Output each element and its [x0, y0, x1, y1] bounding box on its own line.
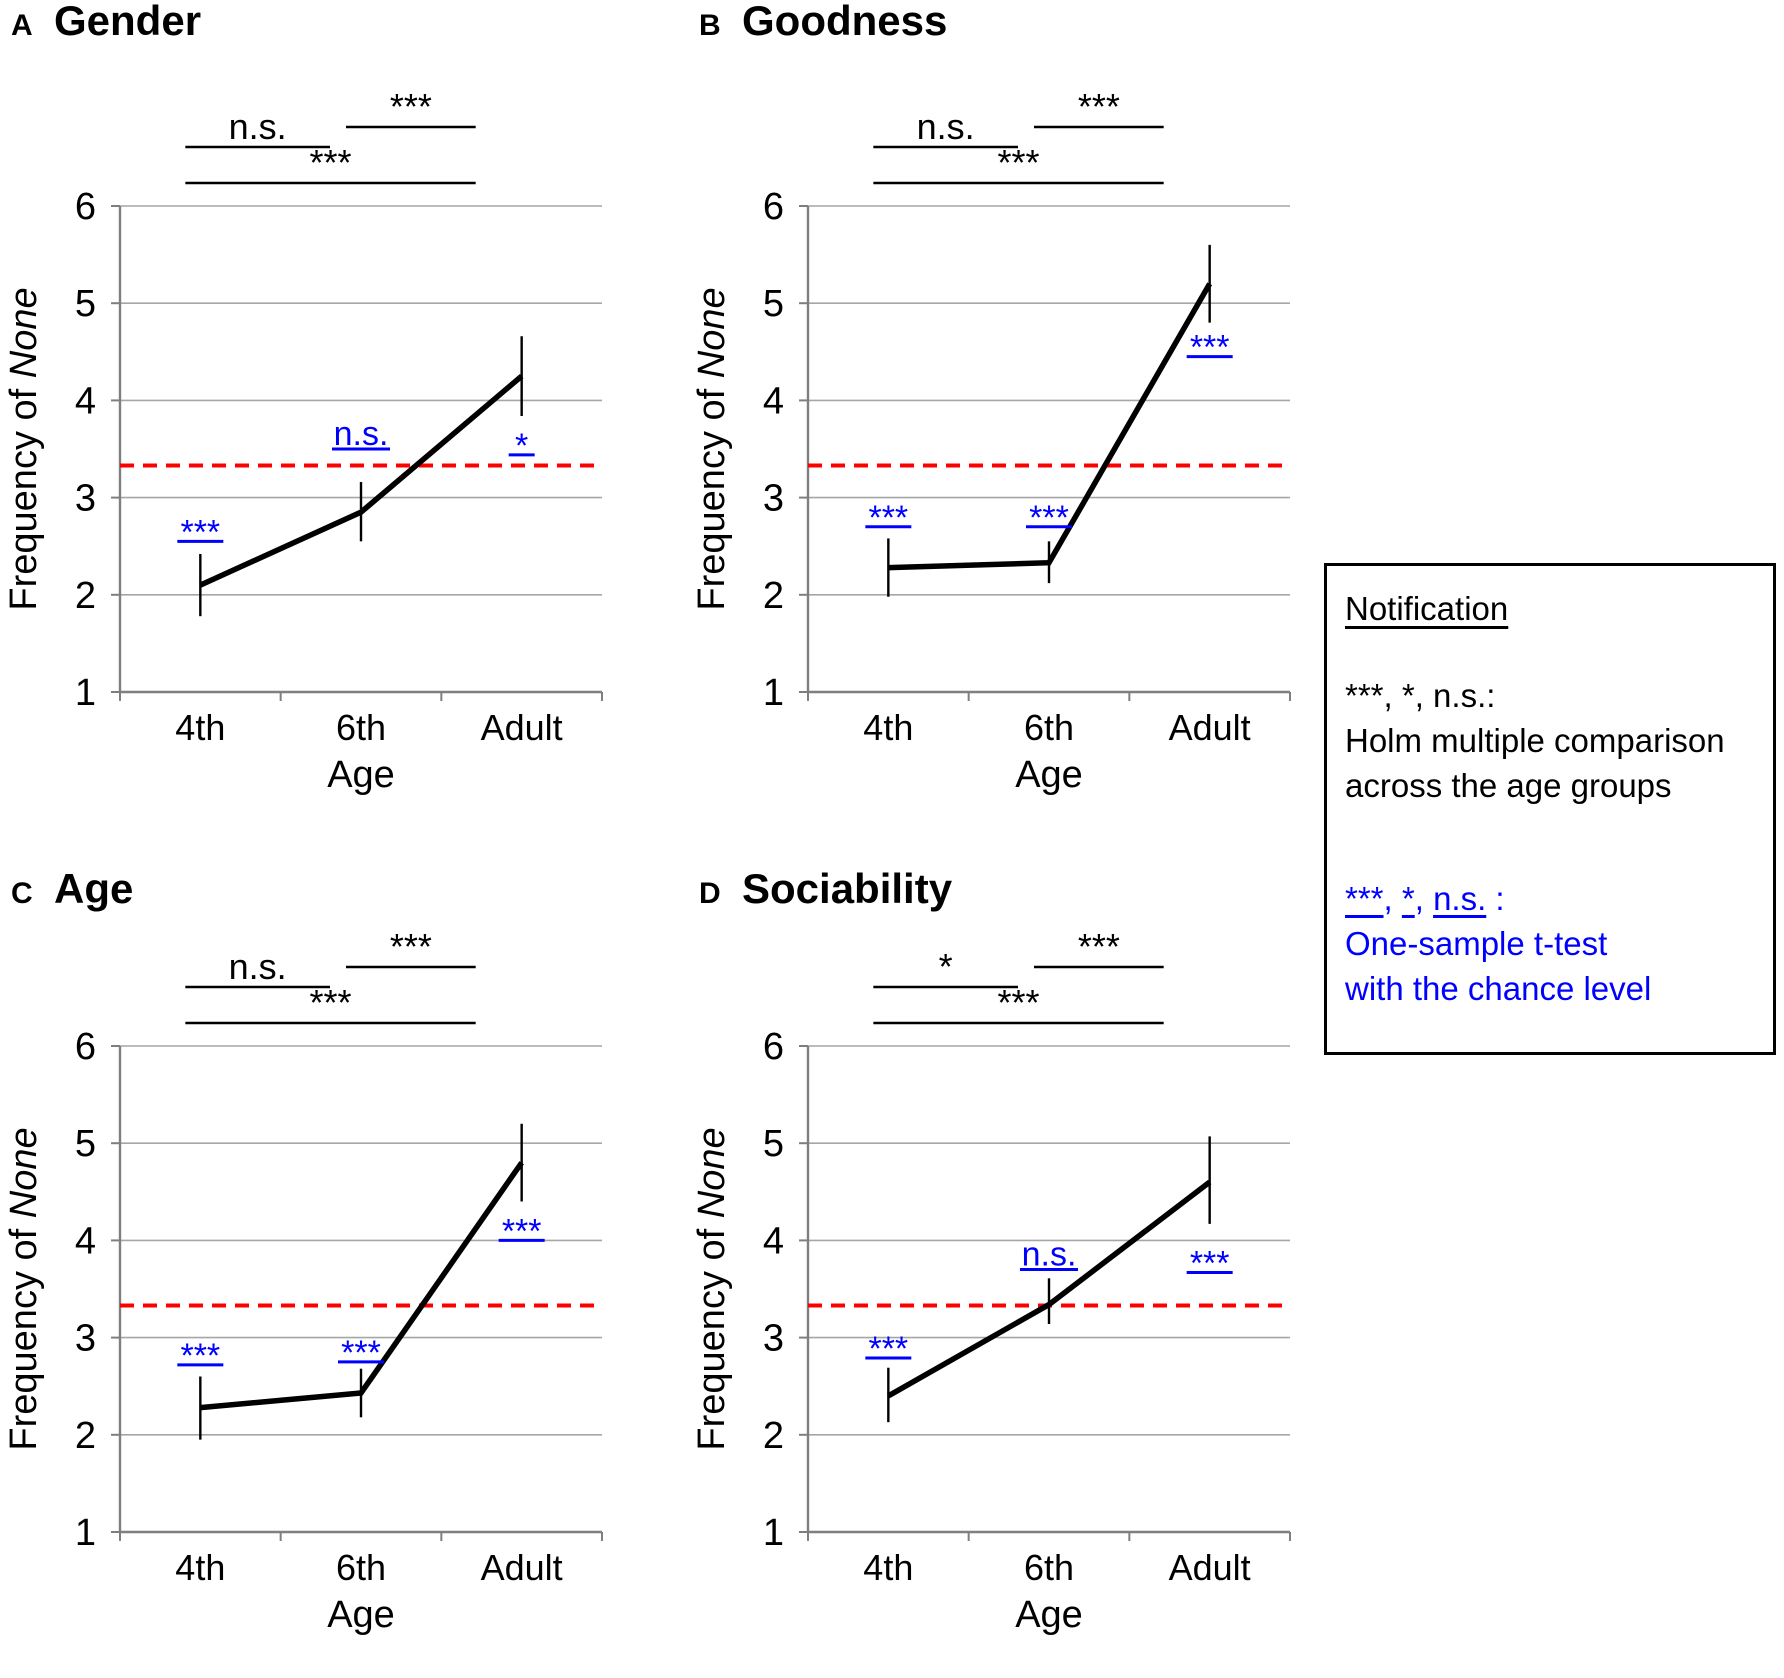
ttest-label-adult: *** — [502, 1212, 542, 1250]
ttest-legend: ***, *, n.s. : One-sample t-test with th… — [1345, 876, 1763, 1011]
y-tick-label-6: 6 — [763, 1026, 784, 1068]
y-tick-label-2: 2 — [75, 575, 96, 617]
ttest-symbols: ***, *, n.s. : — [1345, 880, 1505, 917]
data-line — [888, 282, 1213, 571]
x-category-label-4th: 4th — [175, 707, 225, 748]
comparison-label-0-1: n.s. — [229, 946, 287, 987]
y-tick-label-4: 4 — [75, 380, 96, 422]
x-category-label-6th: 6th — [1024, 1547, 1074, 1588]
panel-c-chart: 1 2 3 4 5 6 *** *** *** n.s. *** *** 4th 6th Adult Age F… — [3, 865, 603, 1636]
y-tick-label-4: 4 — [763, 1220, 784, 1262]
comparison-label-1-2: *** — [390, 86, 432, 127]
x-category-label-adult: Adult — [1169, 1547, 1251, 1588]
y-tick-label-2: 2 — [763, 1415, 784, 1457]
y-axis-title: Frequency of None — [3, 287, 45, 610]
panel-title: Age — [54, 865, 133, 912]
y-tick-label-2: 2 — [75, 1415, 96, 1457]
notification-title: Notification — [1345, 590, 1509, 627]
y-tick-label-1: 1 — [75, 672, 96, 714]
ttest-line1: One-sample t-test — [1345, 925, 1608, 962]
x-category-label-6th: 6th — [336, 1547, 386, 1588]
panel-a-chart: 1 2 3 4 5 6 *** n.s. * n.s. *** *** 4th 6th Adult Age Fr… — [3, 0, 603, 796]
holm-line2: across the age groups — [1345, 767, 1672, 804]
notification-box: Notification ***, *, n.s.: Holm multiple… — [1324, 563, 1776, 1055]
y-tick-label-3: 3 — [763, 1318, 784, 1360]
ttest-label-6th: n.s. — [1022, 1236, 1077, 1274]
comparison-label-0-2: *** — [309, 142, 351, 183]
x-category-label-adult: Adult — [1169, 707, 1251, 748]
data-line — [200, 1161, 524, 1411]
ttest-label-4th: *** — [180, 1337, 220, 1375]
y-axis-title: Frequency of None — [691, 1127, 733, 1450]
x-category-label-4th: 4th — [863, 1547, 913, 1588]
ttest-label-4th: *** — [868, 499, 908, 537]
comparison-label-0-2: *** — [997, 982, 1039, 1023]
panel-letter: C — [11, 877, 33, 910]
y-tick-label-5: 5 — [75, 283, 96, 325]
y-tick-label-3: 3 — [75, 1318, 96, 1360]
panel-title: Goodness — [742, 0, 947, 44]
x-axis-title: Age — [1015, 754, 1083, 796]
y-tick-label-5: 5 — [75, 1123, 96, 1165]
panel-b-chart: 1 2 3 4 5 6 *** *** *** n.s. *** *** 4th 6th Adult Age F… — [691, 0, 1291, 796]
y-tick-label-3: 3 — [75, 478, 96, 520]
x-axis-title: Age — [327, 1594, 395, 1636]
holm-symbols: ***, *, n.s.: — [1345, 677, 1496, 714]
y-tick-label-1: 1 — [763, 1512, 784, 1554]
ttest-label-6th: *** — [1029, 499, 1069, 537]
x-category-label-adult: Adult — [481, 1547, 563, 1588]
y-tick-label-1: 1 — [75, 1512, 96, 1554]
ttest-label-6th: n.s. — [334, 415, 389, 453]
ttest-label-6th: *** — [341, 1334, 381, 1372]
ttest-label-adult: * — [515, 427, 528, 465]
y-axis-title: Frequency of None — [3, 1127, 45, 1450]
y-tick-label-6: 6 — [763, 186, 784, 228]
data-line — [199, 374, 524, 588]
y-tick-label-2: 2 — [763, 575, 784, 617]
y-tick-label-5: 5 — [763, 1123, 784, 1165]
y-tick-label-3: 3 — [763, 478, 784, 520]
x-category-label-6th: 6th — [1024, 707, 1074, 748]
x-axis-title: Age — [1015, 1594, 1083, 1636]
comparison-label-0-1: n.s. — [229, 106, 287, 147]
holm-legend: ***, *, n.s.: Holm multiple comparison a… — [1345, 673, 1763, 808]
comparison-label-0-2: *** — [309, 982, 351, 1023]
comparison-label-0-1: * — [939, 946, 953, 987]
data-line — [886, 1179, 1212, 1399]
y-tick-label-6: 6 — [75, 186, 96, 228]
panel-title: Sociability — [742, 865, 953, 912]
comparison-label-0-1: n.s. — [917, 106, 975, 147]
y-tick-label-5: 5 — [763, 283, 784, 325]
x-category-label-6th: 6th — [336, 707, 386, 748]
ttest-sym-1star: * — [1401, 880, 1415, 917]
ttest-label-4th: *** — [868, 1330, 908, 1368]
ttest-sym-3stars: *** — [1345, 880, 1384, 917]
y-tick-label-4: 4 — [75, 1220, 96, 1262]
comparison-label-0-2: *** — [997, 142, 1039, 183]
panel-title: Gender — [54, 0, 201, 44]
comparison-label-1-2: *** — [1078, 86, 1120, 127]
panel-letter: A — [11, 9, 33, 42]
x-axis-title: Age — [327, 754, 395, 796]
panel-letter: B — [699, 9, 721, 42]
y-axis-title: Frequency of None — [691, 287, 733, 610]
y-tick-label-4: 4 — [763, 380, 784, 422]
y-tick-label-6: 6 — [75, 1026, 96, 1068]
ttest-line2: with the chance level — [1345, 970, 1652, 1007]
y-tick-label-1: 1 — [763, 672, 784, 714]
holm-line1: Holm multiple comparison — [1345, 722, 1725, 759]
comparison-label-1-2: *** — [390, 926, 432, 967]
x-category-label-4th: 4th — [175, 1547, 225, 1588]
comparison-label-1-2: *** — [1078, 926, 1120, 967]
ttest-label-4th: *** — [180, 513, 220, 551]
ttest-sym-ns: n.s. — [1433, 880, 1487, 917]
x-category-label-4th: 4th — [863, 707, 913, 748]
ttest-label-adult: *** — [1190, 1244, 1230, 1282]
ttest-label-adult: *** — [1190, 329, 1230, 367]
x-category-label-adult: Adult — [481, 707, 563, 748]
panel-letter: D — [699, 877, 721, 910]
